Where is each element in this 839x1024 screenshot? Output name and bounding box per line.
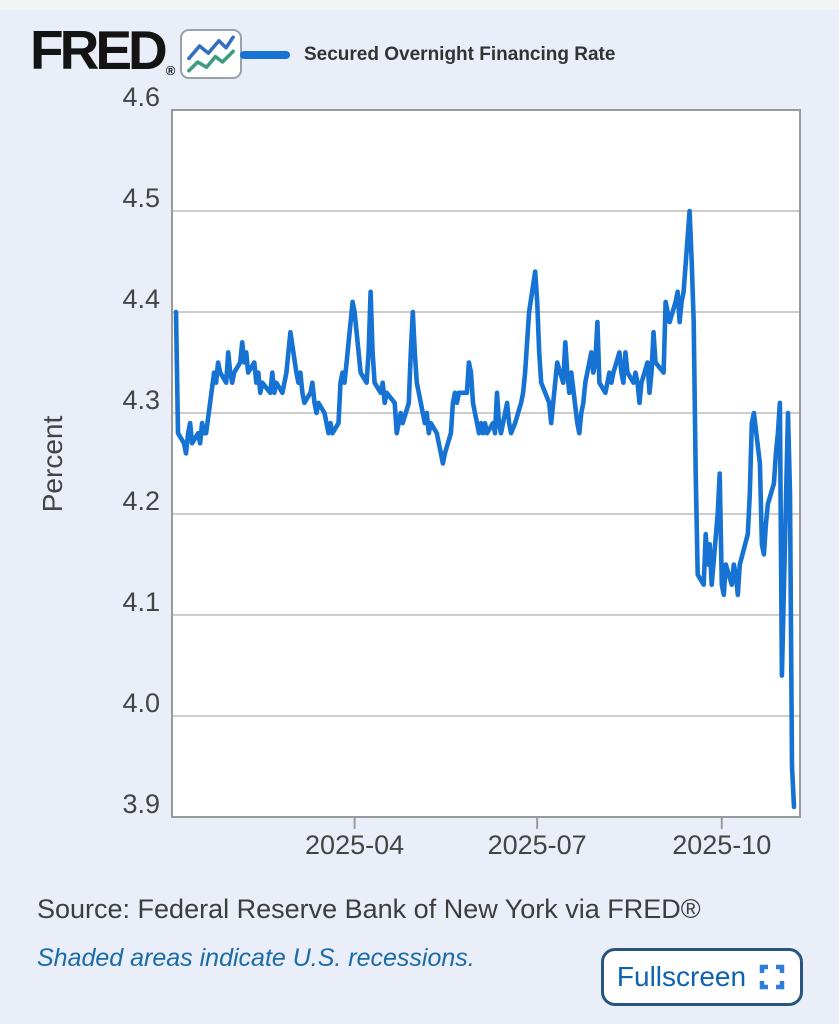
sofr-data-line: [173, 208, 797, 810]
fred-logo[interactable]: FRED ®: [30, 19, 176, 93]
x-axis-tick-label: 2025-10: [672, 830, 772, 860]
top-strip: [0, 0, 839, 10]
fred-sparkline-glyph: [187, 35, 235, 73]
recession-note: Shaded areas indicate U.S. recessions.: [37, 944, 475, 972]
legend-line-swatch: [240, 51, 290, 59]
registered-mark: ®: [165, 63, 176, 78]
y-axis-tick-label: 4.0: [122, 688, 160, 718]
x-axis-tick-label: 2025-07: [487, 830, 587, 860]
y-axis-tick-label: 4.5: [122, 183, 160, 213]
chart-plot-area[interactable]: [172, 110, 800, 817]
y-axis-tick-label: 4.2: [122, 486, 160, 516]
fullscreen-button-label: Fullscreen: [616, 961, 747, 992]
x-axis-tick-label: 2025-04: [305, 830, 405, 860]
legend[interactable]: Secured Overnight Financing Rate: [240, 40, 615, 70]
y-axis-tick-label: 4.1: [122, 587, 160, 617]
fullscreen-button[interactable]: Fullscreen: [601, 948, 803, 1006]
fullscreen-expand-icon: [759, 964, 785, 990]
y-axis-tick-label: 3.9: [122, 789, 160, 819]
source-text: Source: Federal Reserve Bank of New York…: [37, 894, 701, 924]
legend-series-label: Secured Overnight Financing Rate: [304, 44, 616, 65]
y-axis-tick-label: 4.6: [122, 82, 160, 112]
fred-sparkline-icon[interactable]: [180, 29, 242, 79]
y-axis-tick-label: 4.3: [122, 385, 160, 415]
y-axis-title: Percent: [37, 415, 68, 513]
y-axis-tick-label: 4.4: [122, 284, 160, 314]
fred-logo-text: FRED: [30, 19, 168, 81]
